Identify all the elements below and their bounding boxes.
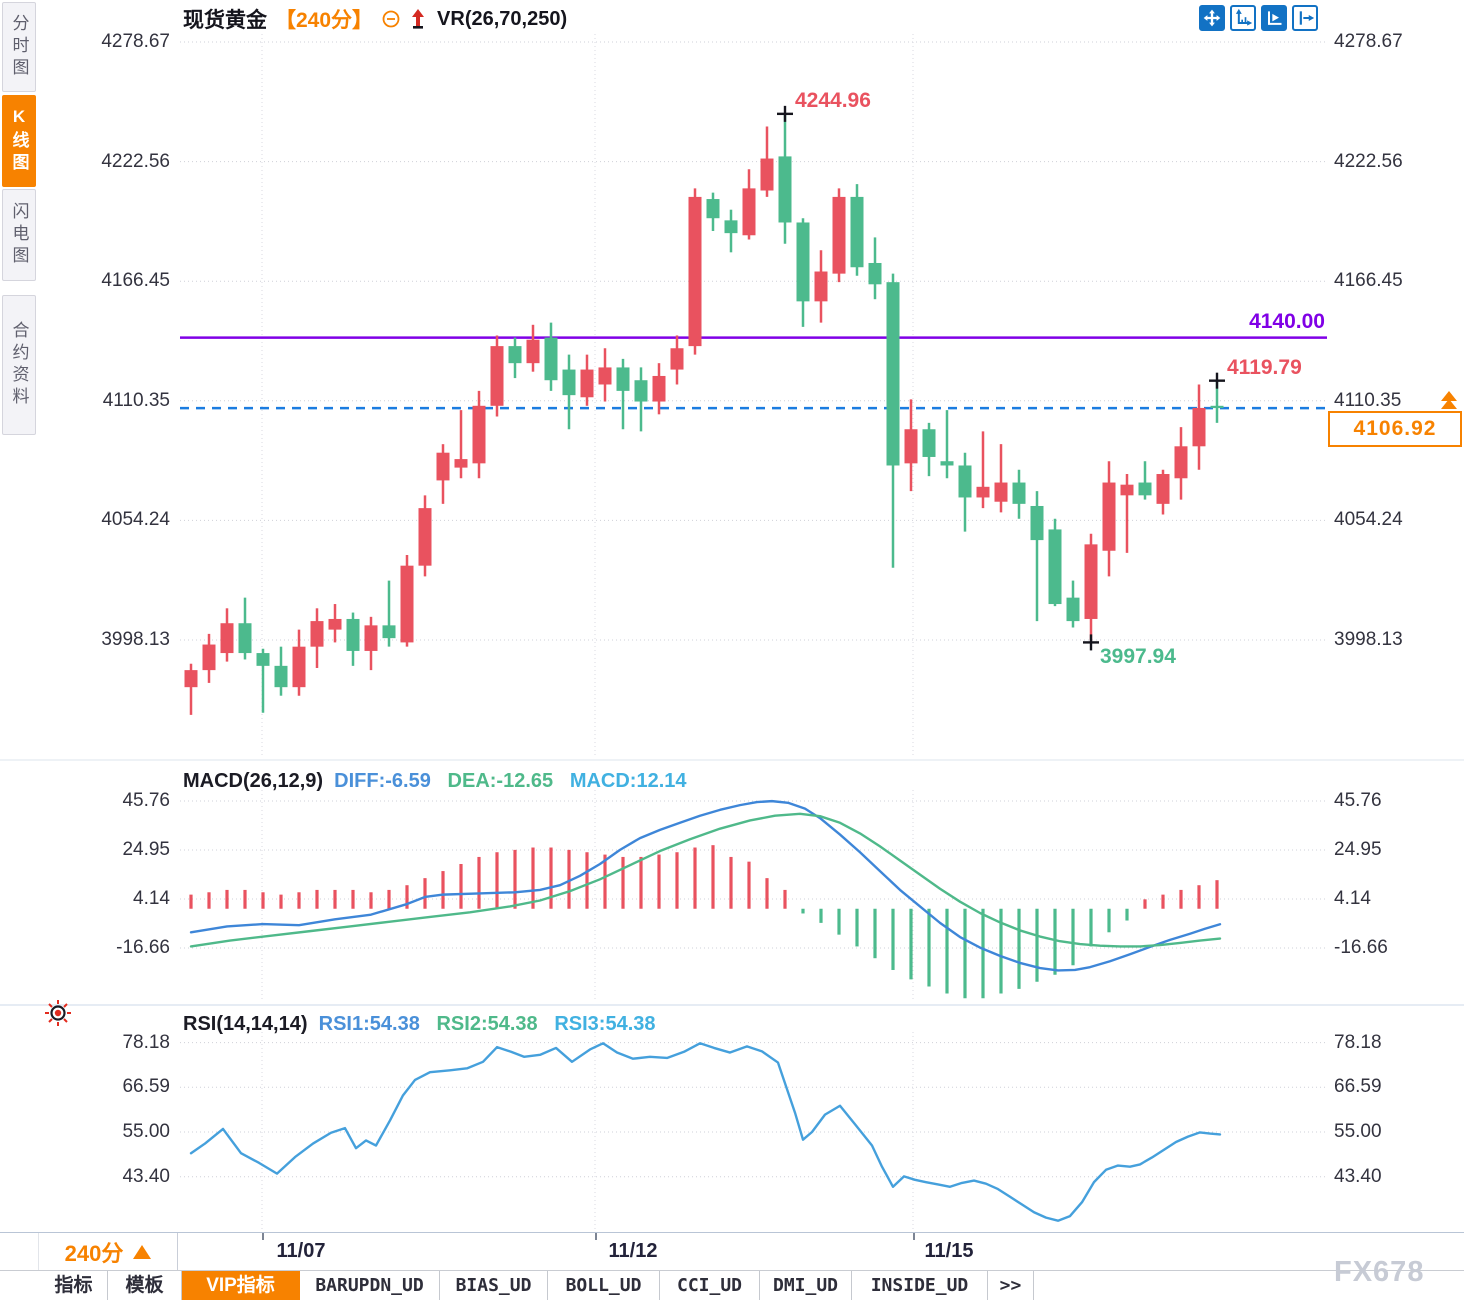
period-selector[interactable]: 240分 [38, 1233, 178, 1270]
watermark: FX678 [1334, 1256, 1425, 1288]
candles-layer [184, 113, 1224, 715]
x-axis-strip: 240分 11/07 11/12 11/15 [0, 1232, 1464, 1270]
x-axis-tick [913, 1233, 915, 1240]
axis-label: 43.40 [122, 1165, 170, 1187]
bottom-tab-8[interactable]: INSIDE_UD [852, 1271, 988, 1300]
pan-icon[interactable] [1199, 5, 1225, 31]
rsi2-value: RSI2:54.38 [436, 1013, 538, 1035]
period-selector-label: 240分 [64, 1240, 124, 1266]
bottom-tab-9[interactable]: >> [988, 1271, 1034, 1300]
rsi3-value: RSI3:54.38 [554, 1013, 656, 1035]
bottom-tab-5[interactable]: BOLL_UD [548, 1271, 660, 1300]
period-label[interactable]: 【240分】 [275, 9, 374, 32]
sidebar-item-1[interactable]: K线图 [2, 95, 36, 187]
level-lines [180, 336, 1327, 410]
axis-label: 55.00 [122, 1121, 170, 1142]
chart-toolbar [1199, 5, 1318, 31]
axis-label: 4166.45 [101, 270, 170, 292]
axis-label: 45.76 [1334, 789, 1382, 811]
last-price-badge: 4106.92 [1328, 411, 1462, 447]
bottom-tab-7[interactable]: DMI_UD [760, 1271, 852, 1300]
sidebar-item-3[interactable]: 合约资料 [2, 295, 36, 435]
axis-label: 4278.67 [101, 31, 170, 52]
indicator-tab-bar: 指标 模板 VIP指标 BARUPDN_UD BIAS_UD BOLL_UD CCI_UD D… [0, 1270, 1464, 1300]
vr-indicator-label[interactable]: VR(26,70,250) [437, 7, 568, 30]
macd-diff-value: DIFF:-6.59 [334, 770, 431, 792]
symbol-name: 现货黄金 [183, 9, 267, 32]
bottom-tab-0[interactable]: 指标 [40, 1271, 108, 1300]
axis-label: 66.59 [122, 1076, 170, 1098]
price-markers [777, 105, 1225, 651]
axis-label: 4110.35 [102, 389, 170, 411]
macd-macd-value: MACD:12.14 [569, 770, 687, 792]
axis-play-icon[interactable] [1261, 5, 1287, 31]
axis-label: 55.00 [1334, 1121, 1382, 1142]
sidebar-item-2[interactable]: 闪电图 [2, 189, 36, 281]
macd-dea-value: DEA:-12.65 [447, 770, 554, 792]
axis-label: -16.66 [1334, 936, 1388, 958]
macd-layer [189, 799, 1222, 999]
arrow-up-icon [409, 7, 427, 31]
axis-label: 45.76 [122, 789, 170, 811]
axis-label: 78.18 [1334, 1031, 1382, 1053]
bottom-tab-4[interactable]: BIAS_UD [440, 1271, 548, 1300]
high-price-annotation: 4244.96 [795, 89, 871, 112]
period-up-triangle-icon [133, 1244, 152, 1259]
x-axis-tick [262, 1233, 264, 1240]
axis-label: 4166.45 [1334, 270, 1403, 292]
alert-burst-icon [44, 999, 72, 1032]
axis-label: 24.95 [122, 838, 170, 860]
rsi-panel-header: RSI(14,14,14) RSI1:54.38 RSI2:54.38 RSI3… [183, 1013, 656, 1036]
chart-title-row: 现货黄金 【240分】 VR(26,70,250) [183, 6, 568, 33]
macd-title: MACD(26,12,9) [183, 770, 324, 792]
axis-label: 3998.13 [101, 629, 170, 650]
axis-label: 4222.56 [101, 150, 170, 172]
axis-label: 4110.35 [1334, 389, 1402, 411]
axis-label: 3998.13 [1334, 629, 1403, 650]
axis-label: 78.18 [122, 1031, 170, 1053]
axis-label: 4.14 [133, 888, 170, 909]
bottom-tab-6[interactable]: CCI_UD [660, 1271, 760, 1300]
axis-label: 43.40 [1334, 1165, 1382, 1187]
price-up-arrow-icon [1436, 390, 1462, 419]
rsi1-value: RSI1:54.38 [318, 1013, 420, 1035]
axis-label: 4278.67 [1334, 31, 1403, 52]
low-price-annotation: 3997.94 [1100, 645, 1176, 668]
axis-label: 4.14 [1334, 888, 1371, 909]
collapse-indicator-icon[interactable] [381, 9, 401, 29]
rsi-title: RSI(14,14,14) [183, 1013, 308, 1035]
x-axis-tick [595, 1233, 597, 1240]
hline-level-label: 4140.00 [1249, 310, 1325, 333]
gridlines [0, 34, 1464, 1231]
axis-label: 4222.56 [1334, 150, 1403, 172]
bottom-tab-3[interactable]: BARUPDN_UD [300, 1271, 440, 1300]
axis-label: 24.95 [1334, 838, 1382, 860]
axis-label: 66.59 [1334, 1076, 1382, 1098]
x-axis-label: 11/15 [924, 1240, 974, 1262]
pane-exit-icon[interactable] [1292, 5, 1318, 31]
axis-scale-icon[interactable] [1230, 5, 1256, 31]
bottom-tab-2[interactable]: VIP指标 [182, 1271, 300, 1300]
sidebar-item-0[interactable]: 分时图 [2, 2, 36, 92]
rsi-layer [189, 1042, 1222, 1222]
x-axis-label: 11/07 [276, 1240, 326, 1262]
axis-label: 4054.24 [1334, 509, 1403, 531]
x-axis-label: 11/12 [608, 1240, 658, 1262]
bottom-tab-1[interactable]: 模板 [108, 1271, 182, 1300]
macd-panel-header: MACD(26,12,9) DIFF:-6.59 DEA:-12.65 MACD… [183, 770, 687, 793]
latest-high-annotation: 4119.79 [1227, 356, 1302, 379]
axis-label: 4054.24 [101, 509, 170, 531]
axis-label: -16.66 [116, 936, 170, 958]
